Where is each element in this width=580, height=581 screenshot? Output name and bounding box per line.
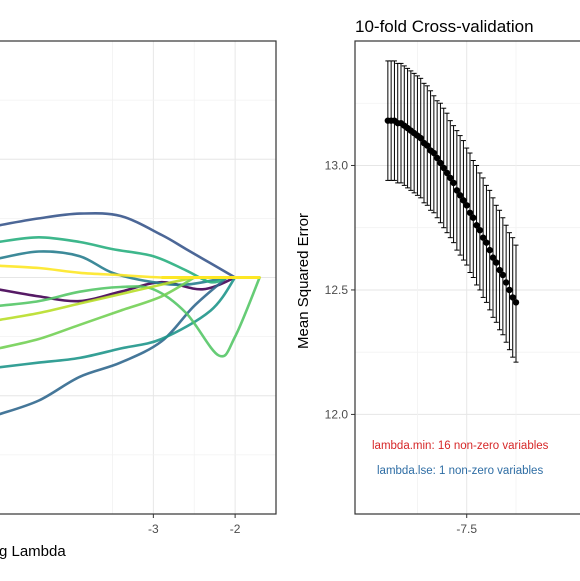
coefficient-path-10 <box>0 264 261 279</box>
cv-point <box>447 174 454 182</box>
cv-point <box>430 149 438 157</box>
left-plot-border <box>0 40 277 515</box>
cv-point <box>506 286 513 294</box>
cv-point <box>453 187 461 194</box>
coefficient-path-2 <box>0 212 237 279</box>
right-y-tick-label: 12.0 <box>325 407 349 421</box>
coefficient-path-4 <box>0 250 229 287</box>
cv-point <box>479 234 487 241</box>
coefficient-path-5 <box>0 276 237 369</box>
coefficient-path-1 <box>0 276 237 303</box>
cv-point <box>417 134 424 142</box>
cv-point <box>437 159 444 167</box>
cv-point <box>509 294 516 301</box>
left-x-tick-label: -2 <box>230 522 241 536</box>
right-x-tick-label: -7.5 <box>456 522 477 536</box>
coefficient-path-7 <box>0 276 261 358</box>
cv-point <box>463 202 470 209</box>
right-x-tick-labels: -7.5 <box>456 514 477 536</box>
cv-point <box>443 169 451 177</box>
cv-point <box>476 227 484 234</box>
cv-point <box>450 179 457 187</box>
coefficient-path-3 <box>0 276 229 416</box>
right-y-tick-label: 12.5 <box>325 283 349 297</box>
cv-point <box>512 299 520 306</box>
right-panel: 10-fold Cross-validation 12.0 12.5 13.0 -7… <box>295 17 580 536</box>
cv-point <box>470 214 477 221</box>
cv-point <box>493 259 500 266</box>
right-error-bars <box>385 60 519 363</box>
cv-point <box>440 164 447 172</box>
right-points <box>384 117 520 306</box>
left-x-tick-labels: -3 -2 <box>148 514 241 536</box>
annotation-lambda-min: lambda.min: 16 non-zero variables <box>372 440 549 452</box>
coefficient-path-8 <box>0 276 196 350</box>
right-plot-title: 10-fold Cross-validation <box>355 17 534 36</box>
cv-point <box>433 154 441 162</box>
right-plot-border <box>354 40 580 515</box>
cv-point <box>473 222 480 229</box>
right-y-tick-labels: 12.0 12.5 13.0 <box>325 158 355 421</box>
coefficient-path-9 <box>0 276 196 322</box>
cv-point <box>456 192 464 199</box>
cv-point <box>499 271 507 279</box>
cv-point <box>466 209 474 216</box>
cv-point <box>496 266 503 274</box>
left-series-lines <box>0 212 261 416</box>
left-x-tick-label: -3 <box>148 522 159 536</box>
coefficient-path-6 <box>0 235 229 284</box>
right-y-axis-title: Mean Squared Error <box>295 213 312 349</box>
left-x-axis-title: Log Lambda <box>0 543 66 560</box>
cv-point <box>483 239 490 246</box>
cv-point <box>489 254 497 261</box>
right-y-tick-label: 13.0 <box>325 158 349 172</box>
cv-point <box>486 246 493 254</box>
cv-point <box>424 142 431 149</box>
left-panel: -3 -2 Log Lambda <box>0 40 277 560</box>
annotation-lambda-lse: lambda.lse: 1 non-zero variables <box>377 465 543 477</box>
cv-point <box>460 197 467 204</box>
cv-point <box>502 279 510 286</box>
